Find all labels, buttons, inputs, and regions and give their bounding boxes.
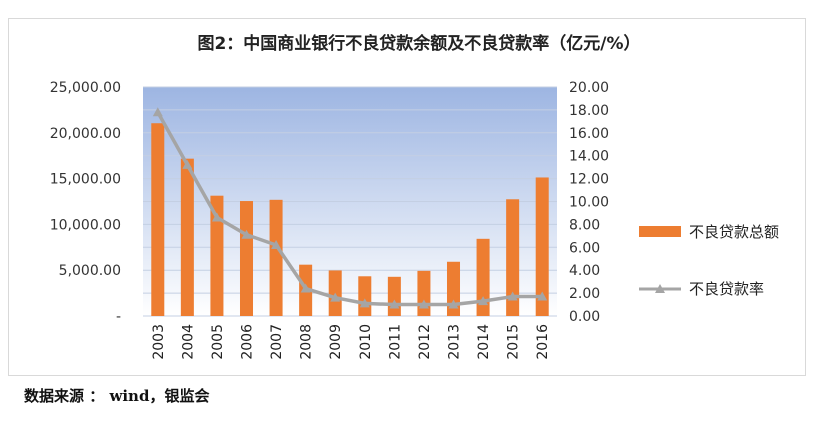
- right-tick-label: 0.00: [569, 309, 600, 325]
- x-tick-label: 2006: [240, 324, 256, 360]
- right-tick-label: 18.00: [569, 103, 609, 119]
- x-tick-label: 2011: [387, 324, 403, 360]
- bar-2012: [417, 270, 431, 316]
- x-tick-label: 2012: [417, 324, 433, 360]
- ratio-marker-2004: [182, 159, 193, 169]
- legend-bar-swatch: [639, 226, 681, 237]
- right-tick-label: 4.00: [569, 263, 600, 279]
- bar-2007: [269, 199, 283, 316]
- x-axis-ticks: 2003 2004 2005 2006 2007 2008 2009 2010 2011 2012…: [151, 324, 551, 360]
- legend-line-label: 不良贷款率: [689, 280, 764, 298]
- ratio-marker-2013: [448, 299, 459, 309]
- ratio-marker-2016: [537, 291, 548, 301]
- ratio-marker-2015: [507, 291, 518, 301]
- bar-2006: [239, 201, 254, 316]
- right-tick-label: 12.00: [569, 172, 609, 188]
- bar-2016: [535, 177, 549, 316]
- bar-2004: [180, 158, 194, 316]
- legend-line-marker: [655, 284, 665, 293]
- left-axis-ticks: - 5,000.00 10,000.00 15,000.00 20,000.00 25,0…: [50, 80, 121, 325]
- right-tick-label: 6.00: [569, 240, 600, 256]
- bar-2010: [358, 276, 372, 316]
- ratio-marker-2007: [271, 240, 282, 250]
- x-tick-label: 2005: [210, 324, 226, 360]
- x-tick-label: 2015: [506, 324, 522, 360]
- ratio-marker-2010: [359, 298, 370, 308]
- right-tick-label: 10.00: [569, 195, 609, 211]
- x-tick-label: 2016: [535, 324, 551, 360]
- left-tick-label: 20,000.00: [50, 126, 121, 142]
- ratio-line: [156, 111, 543, 307]
- left-tick-label: 5,000.00: [59, 263, 121, 279]
- legend-bar-label: 不良贷款总额: [689, 223, 779, 241]
- x-tick-label: 2014: [476, 324, 492, 360]
- left-tick-label: 15,000.00: [50, 172, 121, 188]
- x-tick-label: 2003: [151, 324, 167, 360]
- legend: 不良贷款总额 不良贷款率: [639, 223, 779, 298]
- chart-title: 图2：中国商业银行不良贷款余额及不良贷款率（亿元/%）: [197, 33, 640, 54]
- x-tick-label: 2007: [269, 324, 285, 360]
- bar-2003: [151, 123, 165, 316]
- ratio-marker-2012: [418, 299, 429, 309]
- bar-2011: [387, 276, 401, 316]
- right-tick-label: 14.00: [569, 149, 609, 165]
- x-tick-label: 2004: [180, 324, 196, 360]
- ratio-marker-2014: [478, 296, 489, 306]
- chart-frame: 图2：中国商业银行不良贷款余额及不良贷款率（亿元/%） - 5,000.00 10,…: [8, 18, 806, 376]
- x-tick-label: 2010: [358, 324, 374, 360]
- x-tick-label: 2009: [328, 324, 344, 360]
- ratio-marker-2008: [300, 283, 311, 293]
- left-tick-label: 25,000.00: [50, 80, 121, 96]
- x-tick-label: 2008: [299, 324, 315, 360]
- right-tick-label: 20.00: [569, 80, 609, 96]
- right-axis-ticks: 0.00 2.00 4.00 6.00 8.00 10.00 12.00 14.00 16.00…: [569, 80, 609, 325]
- ratio-marker-2005: [211, 212, 222, 222]
- ratio-marker-2006: [241, 229, 252, 239]
- ratio-marker-2009: [330, 292, 341, 302]
- chart-svg: 图2：中国商业银行不良贷款余额及不良贷款率（亿元/%） - 5,000.00 10,…: [50, 33, 779, 360]
- source-note: 数据来源 ： wind，银监会: [24, 387, 210, 405]
- bar-2014: [476, 238, 490, 316]
- right-tick-label: 8.00: [569, 217, 600, 233]
- left-tick-label: 10,000.00: [50, 217, 121, 233]
- line-layer: [152, 107, 548, 309]
- bar-2015: [506, 199, 520, 316]
- x-tick-label: 2013: [447, 324, 463, 360]
- ratio-marker-2003: [152, 107, 163, 117]
- right-tick-label: 16.00: [569, 126, 609, 142]
- ratio-marker-2011: [389, 299, 400, 309]
- right-tick-label: 2.00: [569, 286, 600, 302]
- left-tick-label: -: [116, 309, 121, 325]
- bar-2005: [210, 195, 224, 316]
